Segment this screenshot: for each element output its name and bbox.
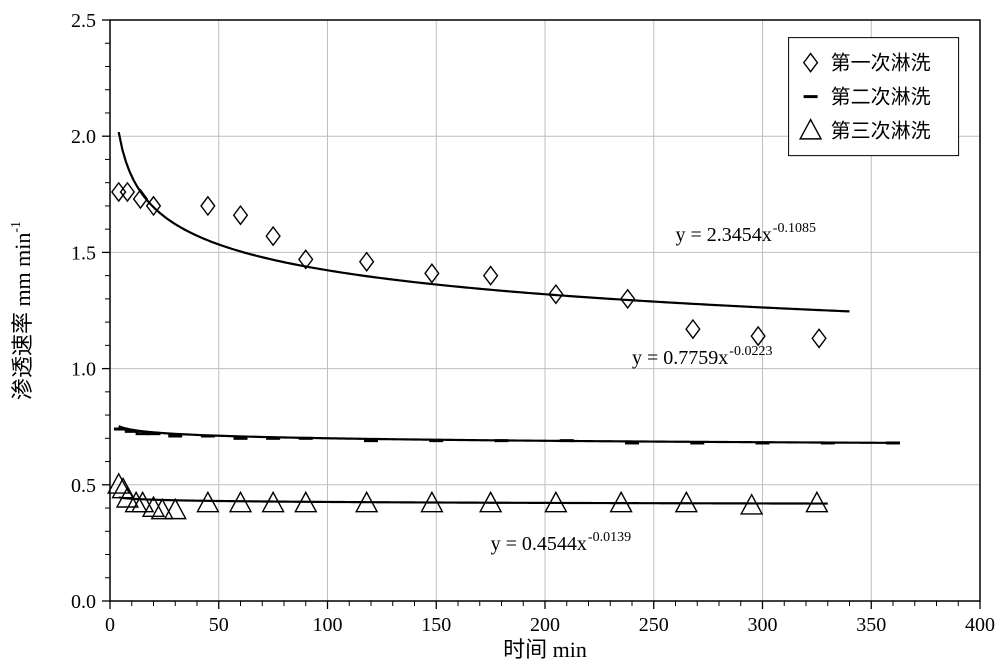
x-tick-label: 350: [856, 614, 886, 636]
y-tick-label: 1.5: [71, 242, 96, 264]
y-axis-label: 渗透速率 mm min-1: [9, 221, 35, 400]
x-tick-label: 100: [313, 614, 343, 636]
y-tick-label: 1.0: [71, 359, 96, 381]
x-tick-label: 150: [421, 614, 451, 636]
legend-item-label: 第三次淋洗: [831, 120, 931, 143]
legend-item-label: 第二次淋洗: [831, 86, 931, 109]
legend: 第一次淋洗第二次淋洗第三次淋洗: [789, 38, 959, 156]
x-tick-label: 300: [748, 614, 778, 636]
y-tick-label: 0.5: [71, 475, 96, 497]
svg-text:渗透速率 mm min-1: 渗透速率 mm min-1: [9, 221, 35, 400]
x-tick-label: 0: [105, 614, 115, 636]
legend-item-label: 第一次淋洗: [831, 52, 931, 75]
y-tick-label: 2.0: [71, 126, 96, 148]
x-tick-label: 50: [209, 614, 229, 636]
x-tick-label: 250: [639, 614, 669, 636]
x-axis-label: 时间 min: [503, 637, 587, 662]
chart-container: 0 50 100 150 200 250 300 350 400 时间 min 0.0 0.5 1.0 1…: [0, 0, 1000, 671]
scatter-chart: 0 50 100 150 200 250 300 350 400 时间 min 0.0 0.5 1.0 1…: [0, 0, 1000, 671]
x-tick-label: 400: [965, 614, 995, 636]
y-tick-label: 2.5: [71, 10, 96, 32]
x-tick-label: 200: [530, 614, 560, 636]
y-tick-label: 0.0: [71, 591, 96, 613]
